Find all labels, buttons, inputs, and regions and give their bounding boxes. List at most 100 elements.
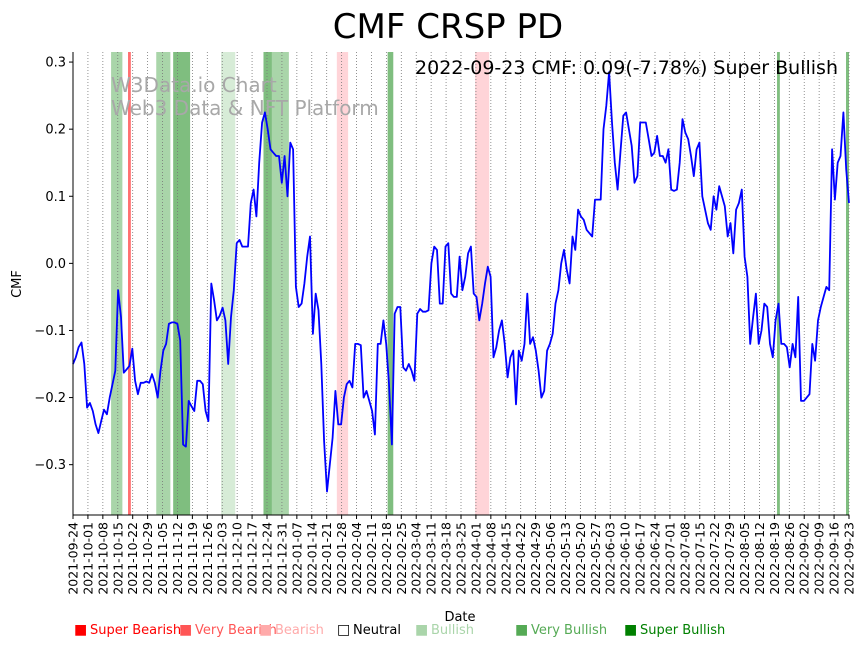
- x-tick-label: 2022-01-14: [304, 522, 319, 595]
- legend-label: Super Bearish: [90, 623, 181, 638]
- x-tick-label: 2021-11-12: [170, 522, 185, 595]
- y-tick-label: −0.2: [34, 391, 66, 406]
- signal-bands: [111, 52, 849, 515]
- legend-label: Super Bullish: [640, 623, 725, 638]
- signal-band: [336, 52, 349, 515]
- x-tick-label: 2021-12-17: [245, 522, 260, 595]
- x-tick-label: 2022-02-04: [349, 522, 364, 595]
- x-axis-label: Date: [444, 610, 475, 625]
- x-tick-label: 2022-02-25: [394, 522, 409, 595]
- cmf-series: [72, 71, 850, 493]
- x-tick-label: 2022-05-13: [558, 522, 573, 595]
- x-tick-label: 2021-12-31: [274, 522, 289, 595]
- x-tick-label: 2021-10-01: [80, 522, 95, 595]
- x-tick-label: 2022-08-26: [782, 522, 797, 595]
- x-tick-label: 2021-11-19: [185, 522, 200, 595]
- x-tick-label: 2022-08-19: [767, 522, 782, 595]
- x-tick-label: 2022-07-29: [722, 522, 737, 595]
- signal-band: [846, 52, 849, 515]
- watermark: W3Data.io Chart Web3 Data & NFT Platform: [111, 73, 379, 120]
- x-tick-label: 2022-06-17: [633, 522, 648, 595]
- grid-lines: [72, 52, 850, 515]
- chart-title: CMF CRSP PD: [333, 7, 563, 47]
- x-tick-label: 2022-09-02: [797, 522, 812, 595]
- legend-label: Neutral: [353, 623, 401, 638]
- signal-band: [173, 52, 191, 515]
- x-tick-label: 2022-07-08: [677, 522, 692, 595]
- x-tick-label: 2022-09-09: [812, 522, 827, 595]
- legend-item: ■ Very Bearish: [179, 622, 277, 638]
- x-tick-label: 2022-06-10: [618, 522, 633, 595]
- cmf-line: [72, 71, 850, 493]
- x-tick-label: 2022-04-29: [528, 522, 543, 595]
- legend-item: ■ Super Bearish: [74, 622, 181, 638]
- signal-band: [777, 52, 780, 515]
- x-tick-label: 2022-01-28: [334, 522, 349, 595]
- watermark-line-1: W3Data.io Chart: [111, 73, 277, 97]
- legend: ■ Super Bearish■ Very Bearish■ Bearish □ Neut…: [74, 622, 725, 638]
- x-tick-label: 2022-07-15: [692, 522, 707, 595]
- legend-item: ■ Super Bullish: [624, 622, 725, 638]
- x-tick-label: 2021-10-08: [95, 522, 110, 595]
- legend-item: ■ Very Bullish: [515, 622, 607, 638]
- legend-label: Bearish: [275, 623, 324, 638]
- legend-marker: ■: [259, 622, 272, 638]
- signal-band: [111, 52, 123, 515]
- legend-label: Very Bullish: [531, 623, 607, 638]
- x-tick-label: 2022-02-18: [379, 522, 394, 595]
- watermark-line-2: Web3 Data & NFT Platform: [111, 96, 379, 120]
- y-axis-label: CMF: [10, 270, 25, 298]
- y-tick-label: −0.3: [34, 458, 66, 473]
- x-tick-label: 2022-07-22: [707, 522, 722, 595]
- x-tick-label: 2022-04-22: [513, 522, 528, 595]
- y-tick-label: 0.2: [45, 123, 66, 138]
- x-tick-label: 2022-05-27: [588, 522, 603, 595]
- x-tick-label: 2021-09-24: [66, 522, 81, 595]
- legend-label: Bullish: [431, 623, 474, 638]
- x-tick-label: 2022-06-03: [603, 522, 618, 595]
- y-tick-label: 0.3: [45, 56, 66, 71]
- signal-band: [263, 52, 272, 515]
- legend-marker: ■: [74, 622, 87, 638]
- signal-band: [271, 52, 289, 515]
- x-tick-label: 2021-11-26: [200, 522, 215, 595]
- x-tick-label: 2021-10-15: [110, 522, 125, 595]
- y-tick-label: −0.1: [34, 324, 66, 339]
- legend-item: ■ Bearish: [259, 622, 324, 638]
- x-axis-ticks: 2021-09-24 2021-10-01 2021-10-08 2021-10-15…: [66, 515, 857, 595]
- x-tick-label: 2022-05-06: [543, 522, 558, 595]
- x-tick-label: 2022-03-18: [439, 522, 454, 595]
- x-tick-label: 2022-01-07: [289, 522, 304, 595]
- x-tick-label: 2022-09-16: [827, 522, 842, 595]
- x-tick-label: 2021-10-22: [125, 522, 140, 595]
- x-tick-label: 2022-03-11: [424, 522, 439, 595]
- legend-item: □ Neutral: [337, 622, 401, 638]
- legend-marker: ■: [179, 622, 192, 638]
- legend-item: ■ Bullish: [415, 622, 474, 638]
- annotation-text: 2022-09-23 CMF: 0.09(-7.78%) Super Bulli…: [415, 57, 838, 79]
- y-tick-label: 0.1: [45, 190, 66, 205]
- x-tick-label: 2021-12-03: [215, 522, 230, 595]
- x-tick-label: 2022-04-15: [498, 522, 513, 595]
- legend-marker: ■: [515, 622, 528, 638]
- x-tick-label: 2022-05-20: [573, 522, 588, 595]
- y-axis-ticks: −0.3 −0.2 −0.1 0.0 0.1 0.2 0.3: [34, 56, 73, 473]
- signal-band: [128, 52, 131, 515]
- x-tick-label: 2022-03-25: [454, 522, 469, 595]
- x-tick-label: 2022-03-04: [409, 522, 424, 595]
- x-tick-label: 2022-08-12: [752, 522, 767, 595]
- legend-marker: ■: [624, 622, 637, 638]
- legend-marker: ■: [415, 622, 428, 638]
- x-tick-label: 2022-04-08: [483, 522, 498, 595]
- x-tick-label: 2022-07-01: [662, 522, 677, 595]
- signal-band: [156, 52, 171, 515]
- signal-band: [475, 52, 490, 515]
- x-tick-label: 2022-06-24: [648, 522, 663, 595]
- x-tick-label: 2022-02-11: [364, 522, 379, 595]
- x-tick-label: 2021-11-05: [155, 522, 170, 595]
- x-tick-label: 2021-12-24: [260, 522, 275, 595]
- x-tick-label: 2021-10-29: [140, 522, 155, 595]
- legend-label: Very Bearish: [195, 623, 277, 638]
- x-tick-label: 2022-01-21: [319, 522, 334, 595]
